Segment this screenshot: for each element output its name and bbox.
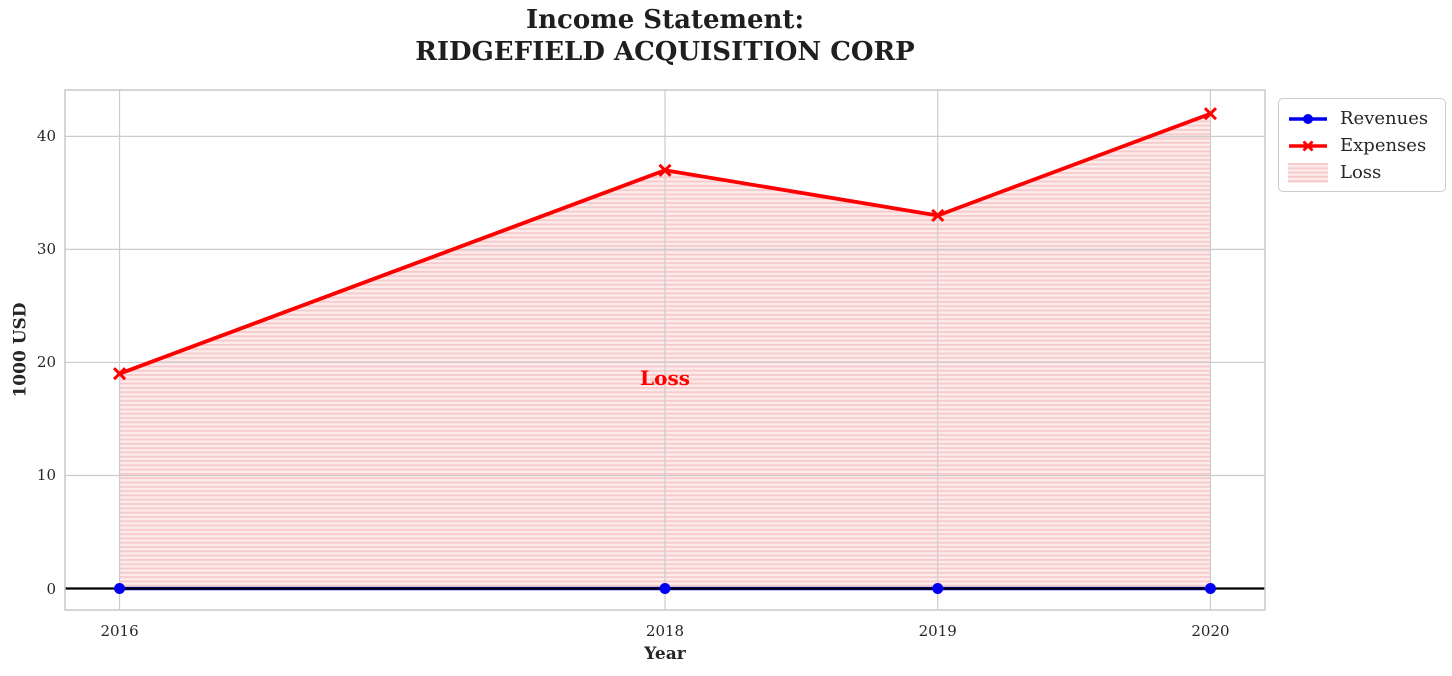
legend-item-expenses: Expenses	[1288, 134, 1436, 157]
y-axis: 1000 USD	[0, 90, 42, 610]
revenues-line-swatch	[1288, 112, 1328, 126]
chart-title: Income Statement: RIDGEFIELD ACQUISITION…	[65, 4, 1265, 68]
chart-title-line1: Income Statement:	[525, 5, 805, 35]
x-axis-label: Year	[644, 644, 686, 664]
legend-label-loss: Loss	[1340, 162, 1382, 183]
y-tick-label: 10	[36, 466, 56, 485]
x-tick-label: 2019	[918, 622, 957, 640]
legend: Revenues Expenses Loss	[1278, 98, 1446, 192]
legend-label-expenses: Expenses	[1340, 135, 1427, 156]
y-tick-label: 0	[46, 579, 56, 598]
y-tick-label: 30	[36, 240, 56, 259]
legend-item-loss: Loss	[1288, 161, 1436, 184]
loss-patch-swatch	[1288, 162, 1328, 183]
x-tick-label: 2018	[645, 622, 685, 640]
chart-title-line2: RIDGEFIELD ACQUISITION CORP	[415, 37, 915, 67]
x-tick-label: 2020	[1191, 622, 1230, 640]
expenses-line-swatch	[1288, 139, 1328, 153]
loss-annotation: Loss	[640, 366, 690, 391]
legend-label-revenues: Revenues	[1340, 108, 1429, 129]
legend-item-revenues: Revenues	[1288, 107, 1436, 130]
y-tick-label: 20	[36, 353, 56, 372]
x-tick-label: 2016	[100, 622, 139, 640]
y-tick-label: 40	[36, 127, 56, 146]
y-axis-label: 1000 USD	[11, 302, 32, 398]
